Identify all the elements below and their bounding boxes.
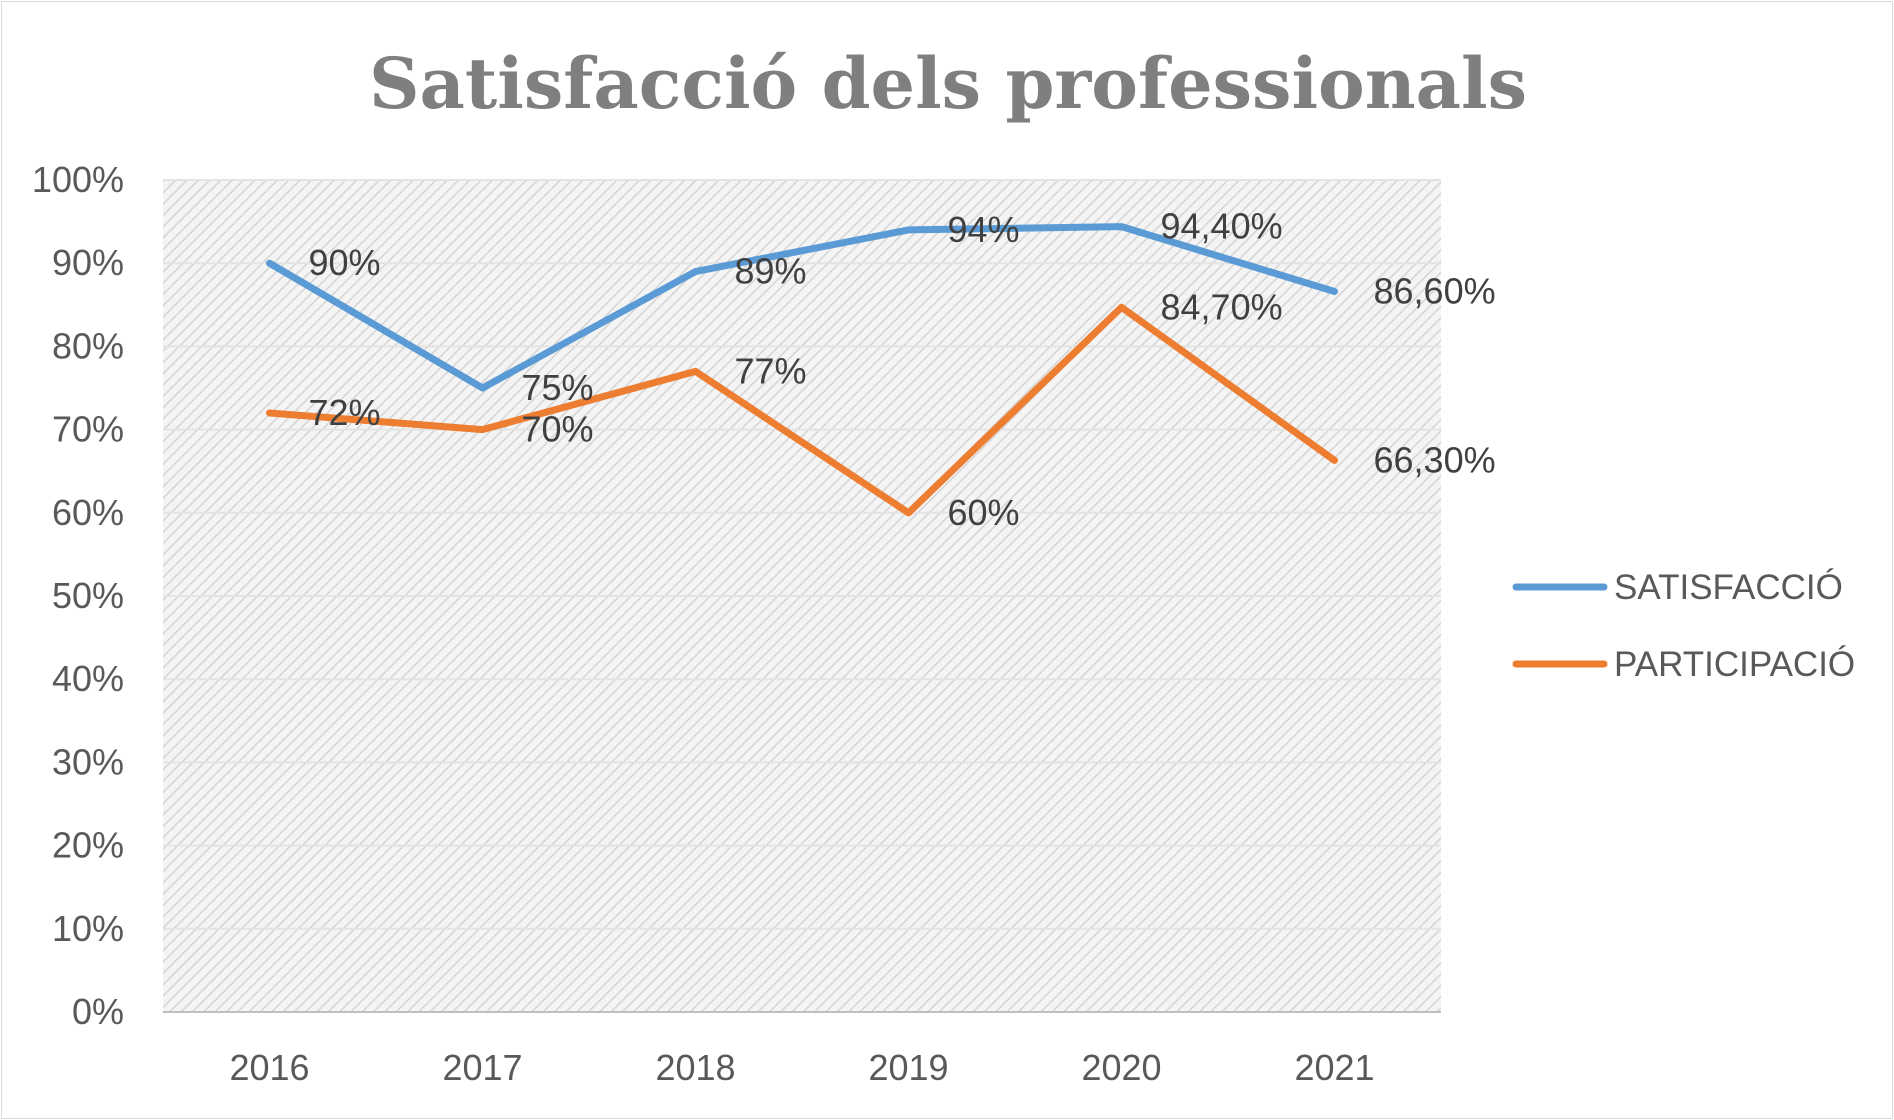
y-tick-label: 100% [32, 159, 124, 200]
data-point [479, 426, 486, 433]
x-tick-label: 2018 [655, 1047, 735, 1088]
y-tick-label: 90% [52, 242, 124, 283]
data-label: 94% [948, 209, 1020, 250]
chart-title: Satisfacció dels professionals [369, 42, 1527, 125]
x-axis: 2016 2017 2018 2019 2020 2021 [229, 1047, 1374, 1088]
data-point [905, 509, 912, 516]
legend-entry: SATISFACCIÓ [1614, 568, 1843, 607]
x-tick-label: 2019 [868, 1047, 948, 1088]
data-label: 84,70% [1161, 286, 1283, 327]
series-line-participació [266, 303, 1338, 517]
y-tick-label: 70% [52, 409, 124, 450]
data-point [1118, 223, 1125, 230]
data-point [905, 226, 912, 233]
y-tick-label: 30% [52, 741, 124, 782]
data-point [266, 260, 273, 267]
data-label: 77% [735, 350, 807, 391]
data-label: 72% [309, 392, 381, 433]
data-label: 90% [309, 242, 381, 283]
data-point [692, 268, 699, 275]
y-tick-label: 80% [52, 325, 124, 366]
x-tick-label: 2020 [1081, 1047, 1161, 1088]
data-point [1331, 288, 1338, 295]
y-tick-label: 50% [52, 575, 124, 616]
data-label: 70% [522, 409, 594, 450]
data-label: 89% [735, 251, 807, 292]
legend: SATISFACCIÓ PARTICIPACIÓ [1512, 568, 1855, 684]
y-tick-label: 10% [52, 908, 124, 949]
data-point [1331, 457, 1338, 464]
data-label: 60% [948, 492, 1020, 533]
gridlines [163, 179, 1441, 1013]
y-tick-label: 40% [52, 658, 124, 699]
legend-entry: PARTICIPACIÓ [1614, 645, 1855, 684]
data-label: 75% [522, 367, 594, 408]
y-tick-label: 0% [72, 991, 124, 1032]
data-labels: 90% 75% 89% 94% 94,40% 86,60% 72% 70% 77% 60% 84,7… [309, 206, 1496, 533]
data-point [692, 368, 699, 375]
data-label: 94,40% [1161, 206, 1283, 247]
y-axis: 0% 10% 20% 30% 40% 50% 60% 70% 80% 90% 100% [32, 159, 124, 1032]
data-point [266, 409, 273, 416]
series-lines [266, 223, 1338, 517]
y-tick-label: 20% [52, 825, 124, 866]
data-label: 86,60% [1374, 270, 1496, 311]
x-tick-label: 2017 [442, 1047, 522, 1088]
data-label: 66,30% [1374, 439, 1496, 480]
y-tick-label: 60% [52, 492, 124, 533]
data-point [1118, 304, 1125, 311]
x-tick-label: 2021 [1294, 1047, 1374, 1088]
series-line-satisfacció [266, 223, 1338, 392]
data-point [479, 385, 486, 391]
x-tick-label: 2016 [229, 1047, 309, 1088]
